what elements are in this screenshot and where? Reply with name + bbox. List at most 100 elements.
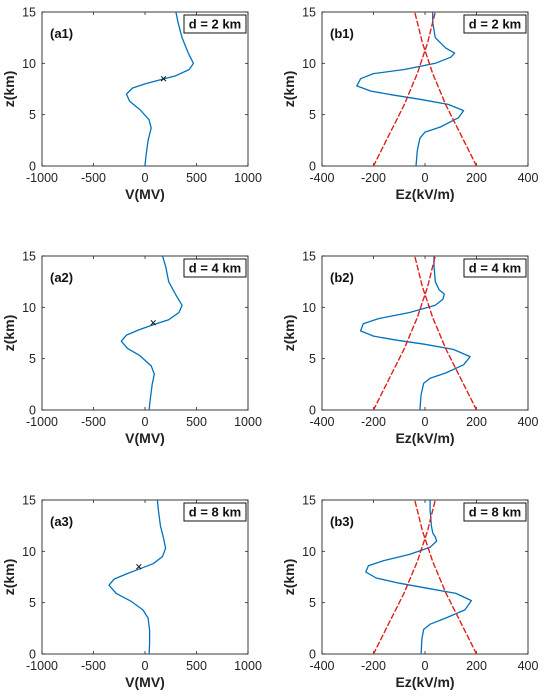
x-tick-label: 400 xyxy=(518,415,539,429)
x-tick-label: 0 xyxy=(422,171,429,185)
panel-b1: -400 -200 0 200 400 0 5 10 15 Ez(kV/m) z(km) (b1) d … xyxy=(281,6,538,203)
profile-line-0 xyxy=(365,500,473,654)
panel-b3: -400 -200 0 200 400 0 5 10 15 Ez(kV/m) z(km) (b3) d … xyxy=(281,494,538,691)
y-axis-label: z(km) xyxy=(281,71,297,108)
x-tick-label: 200 xyxy=(466,171,487,185)
y-tick-label: 5 xyxy=(29,596,36,610)
y-tick-label: 0 xyxy=(29,160,36,174)
x-tick-label: -1000 xyxy=(26,415,58,429)
distance-label: d = 8 km xyxy=(189,505,241,520)
y-axis-label: z(km) xyxy=(1,559,17,596)
panel-label: (b1) xyxy=(330,26,354,41)
x-axis-label: Ez(kV/m) xyxy=(395,674,454,690)
envelope-line-1 xyxy=(372,256,436,410)
series-group xyxy=(120,256,183,410)
y-tick-label: 5 xyxy=(309,596,316,610)
x-tick-label: 1000 xyxy=(234,415,262,429)
x-tick-label: 0 xyxy=(422,415,429,429)
x-tick-label: -500 xyxy=(81,415,106,429)
x-tick-label: -400 xyxy=(309,659,334,673)
y-tick-label: 15 xyxy=(302,250,316,264)
y-tick-label: 10 xyxy=(22,57,36,71)
x-tick-label: 500 xyxy=(186,171,207,185)
x-marker-stroke xyxy=(160,75,167,82)
panel-b2: -400 -200 0 200 400 0 5 10 15 Ez(kV/m) z(km) (b2) d … xyxy=(281,250,538,447)
panel-label: (a3) xyxy=(50,514,73,529)
y-tick-label: 10 xyxy=(302,57,316,71)
distance-box xyxy=(463,502,527,522)
series-group xyxy=(108,500,167,654)
envelope-line-1 xyxy=(372,500,436,654)
series-group xyxy=(356,12,478,166)
x-tick-label: 200 xyxy=(466,659,487,673)
series-group xyxy=(365,500,478,654)
x-tick-label: -1000 xyxy=(26,171,58,185)
distance-box xyxy=(463,258,527,278)
x-marker-stroke xyxy=(150,319,156,326)
y-tick-label: 15 xyxy=(22,6,36,20)
profile-line-0 xyxy=(356,12,465,166)
x-marker xyxy=(136,563,142,570)
y-tick-label: 0 xyxy=(29,404,36,418)
x-tick-label: 200 xyxy=(466,415,487,429)
x-tick-label: 0 xyxy=(142,415,149,429)
panel-a1: -1000 -500 0 500 1000 0 5 10 15 V(MV) z(km) (a1) d =… xyxy=(1,6,262,203)
y-tick-label: 15 xyxy=(22,250,36,264)
envelope-line-1 xyxy=(372,12,436,166)
y-tick-label: 5 xyxy=(29,352,36,366)
y-tick-label: 0 xyxy=(29,648,36,662)
envelope-line-2 xyxy=(414,256,478,410)
x-tick-label: 0 xyxy=(142,171,149,185)
x-tick-label: 1000 xyxy=(234,659,262,673)
y-axis-label: z(km) xyxy=(281,559,297,596)
y-tick-label: 0 xyxy=(309,160,316,174)
x-axis-label: V(MV) xyxy=(125,674,165,690)
x-marker xyxy=(150,319,156,326)
y-tick-label: 15 xyxy=(302,494,316,508)
distance-label: d = 4 km xyxy=(469,261,521,276)
x-tick-label: -200 xyxy=(361,659,386,673)
series-group xyxy=(359,256,478,410)
y-tick-label: 0 xyxy=(309,648,316,662)
panel-a2: -1000 -500 0 500 1000 0 5 10 15 V(MV) z(km) (a2) d =… xyxy=(1,250,262,447)
x-marker-stroke xyxy=(136,563,142,570)
x-tick-label: 500 xyxy=(186,659,207,673)
distance-box xyxy=(183,502,247,522)
x-tick-label: -400 xyxy=(309,171,334,185)
y-tick-label: 5 xyxy=(309,352,316,366)
distance-box xyxy=(463,14,527,34)
distance-box xyxy=(183,258,247,278)
x-axis-label: V(MV) xyxy=(125,430,165,446)
x-tick-label: 0 xyxy=(422,659,429,673)
x-axis-label: V(MV) xyxy=(125,186,165,202)
panel-label: (b2) xyxy=(330,270,354,285)
y-axis-label: z(km) xyxy=(281,315,297,352)
profile-line-0 xyxy=(120,256,183,410)
envelope-line-2 xyxy=(414,500,478,654)
x-tick-label: 400 xyxy=(518,171,539,185)
profile-line-0 xyxy=(125,12,195,166)
y-tick-label: 5 xyxy=(309,108,316,122)
x-tick-label: -400 xyxy=(309,415,334,429)
y-tick-label: 15 xyxy=(302,6,316,20)
y-tick-label: 10 xyxy=(22,301,36,315)
series-group xyxy=(125,12,195,166)
y-tick-label: 10 xyxy=(302,545,316,559)
panel-label: (a1) xyxy=(50,26,73,41)
y-tick-label: 5 xyxy=(29,108,36,122)
distance-label: d = 2 km xyxy=(189,17,241,32)
distance-label: d = 4 km xyxy=(189,261,241,276)
x-tick-label: 500 xyxy=(186,415,207,429)
x-tick-label: -500 xyxy=(81,659,106,673)
y-tick-label: 15 xyxy=(22,494,36,508)
x-tick-label: 1000 xyxy=(234,171,262,185)
x-tick-label: 0 xyxy=(142,659,149,673)
profile-line-0 xyxy=(359,256,471,410)
distance-label: d = 2 km xyxy=(469,17,521,32)
profile-line-0 xyxy=(108,500,167,654)
panel-label: (b3) xyxy=(330,514,354,529)
distance-box xyxy=(183,14,247,34)
x-tick-label: -200 xyxy=(361,171,386,185)
envelope-line-2 xyxy=(414,12,478,166)
